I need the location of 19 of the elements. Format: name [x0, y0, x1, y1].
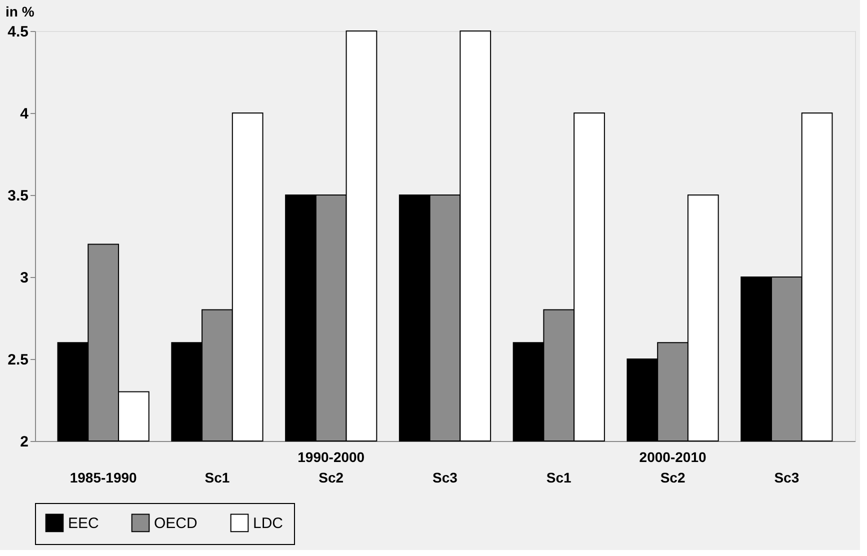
legend-label: OECD: [154, 514, 198, 532]
text: 1990-2000: [298, 449, 365, 465]
x-tick-label: Sc1: [546, 470, 572, 486]
y-tick-label: 3.5: [8, 188, 28, 204]
x-tick-label: 1985-1990: [70, 470, 138, 486]
x-tick-label: Sc2: [318, 470, 344, 486]
x-tick-label: Sc3: [432, 470, 458, 486]
y-tick-label: 4: [20, 106, 30, 122]
text: 2000-2010: [639, 449, 706, 465]
legend-label: EEC: [68, 514, 100, 532]
y-tick-label: 2: [20, 434, 28, 450]
y-tick-label: 3: [20, 270, 28, 286]
y-tick-label: 2.5: [8, 352, 28, 368]
x-tick-label: Sc3: [774, 470, 800, 486]
y-axis-title: in %: [6, 4, 35, 20]
y-tick-label: 4.5: [8, 24, 28, 40]
legend-label: LDC: [253, 514, 284, 532]
x-tick-label: Sc1: [204, 470, 230, 486]
x-tick-label: Sc2: [660, 470, 686, 486]
